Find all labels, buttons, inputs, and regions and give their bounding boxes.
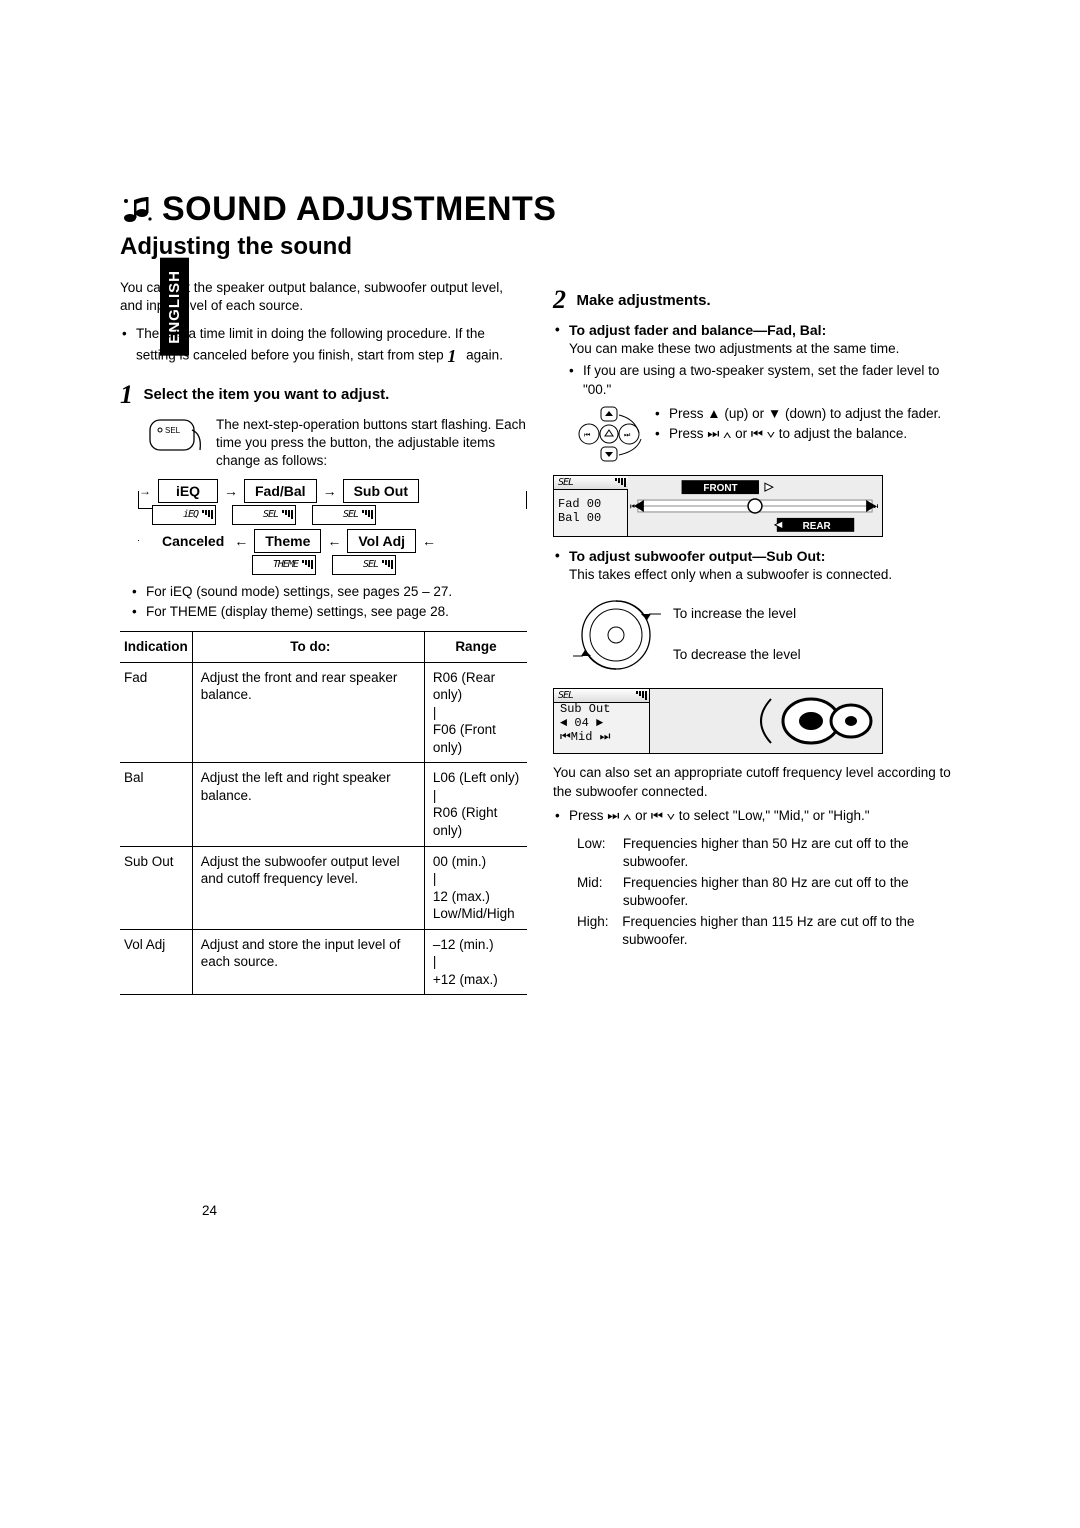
display-fadbal: SEL Fad 00 Bal 00 FRONT REAR (553, 475, 883, 537)
display-fadbal-strip: SEL (554, 476, 628, 490)
th-indication: Indication (120, 632, 192, 663)
step-2-number: 2 (553, 285, 566, 315)
disp2-line2: ◄ 04 ► (560, 717, 645, 731)
note-ieq: For iEQ (sound mode) settings, see pages… (146, 583, 527, 601)
cell-todo: Adjust the left and right speaker balanc… (192, 763, 424, 846)
cutoff-select: Press ⏭ ∧ or ⏮ ∨ to select "Low," "Mid,"… (569, 807, 960, 825)
cell-range: 00 (min.) | 12 (max.) Low/Mid/High (424, 846, 527, 929)
flow-fadbal: Fad/Bal (244, 479, 317, 503)
cell-range: L06 (Left only) | R06 (Right only) (424, 763, 527, 846)
page-number: 24 (202, 1203, 217, 1218)
dpad-icon: ⏮ ⏭ (575, 405, 643, 467)
strip-ieq: iEQ (152, 505, 216, 525)
table-row: BalAdjust the left and right speaker bal… (120, 763, 527, 846)
time-limit-note: There is a time limit in doing the follo… (136, 325, 527, 368)
svg-text:⏭: ⏭ (624, 432, 631, 439)
svg-text:SEL: SEL (165, 426, 181, 435)
dpad-instructions: Press ▲ (up) or ▼ (down) to adjust the f… (655, 405, 941, 445)
step-1-title: Select the item you want to adjust. (143, 386, 389, 403)
sel-button-icon: SEL (148, 416, 206, 460)
svg-text:⏮: ⏮ (584, 432, 590, 439)
cell-indication: Vol Adj (120, 929, 192, 995)
time-limit-text-b: again. (462, 347, 503, 362)
svg-text:⏮: ⏮ (630, 501, 638, 511)
cell-todo: Adjust the subwoofer output level and cu… (192, 846, 424, 929)
cell-indication: Fad (120, 662, 192, 763)
cell-indication: Sub Out (120, 846, 192, 929)
step-1: 1 Select the item you want to adjust. (120, 380, 527, 410)
table-row: Vol AdjAdjust and store the input level … (120, 929, 527, 995)
left-column: You can set the speaker output balance, … (120, 273, 527, 995)
flow-ieq: iEQ (158, 479, 218, 503)
dial-icon (571, 590, 661, 680)
flow-diagram: → iEQ → Fad/Bal → Sub Out iEQ SEL SEL Ca… (138, 479, 527, 575)
cell-todo: Adjust the front and rear speaker balanc… (192, 662, 424, 763)
step-2-title: Make adjustments. (576, 292, 710, 309)
svg-text:FRONT: FRONT (703, 483, 737, 494)
fadbal-text: You can make these two adjustments at th… (569, 341, 899, 356)
freq-high: Frequencies higher than 115 Hz are cut o… (622, 913, 960, 948)
dpad-line-balance: Press ⏭ ∧ or ⏮ ∨ to adjust the balance. (655, 425, 941, 443)
step-1-number: 1 (120, 380, 133, 410)
display-subout: SEL Sub Out ◄ 04 ► ⏮Mid ⏭ (553, 688, 883, 754)
strip-theme: THEME (252, 555, 316, 575)
strip-sel-2: SEL (312, 505, 376, 525)
freq-low: Frequencies higher than 50 Hz are cut of… (623, 835, 960, 870)
table-row: FadAdjust the front and rear speaker bal… (120, 662, 527, 763)
fadbal-title: To adjust fader and balance—Fad, Bal: (569, 322, 826, 338)
note-theme: For THEME (display theme) settings, see … (146, 603, 527, 621)
svg-text:REAR: REAR (803, 521, 831, 532)
right-column: 2 Make adjustments. To adjust fader and … (553, 273, 960, 995)
disp2-line1: Sub Out (560, 703, 645, 717)
dial-increase: To increase the level (673, 605, 801, 624)
freq-low-label: Low: (577, 835, 617, 870)
dial-decrease: To decrease the level (673, 646, 801, 665)
dial-labels: To increase the level To decrease the le… (673, 605, 801, 665)
subheading: Adjusting the sound (120, 233, 960, 261)
flow-canceled: Canceled (158, 530, 228, 552)
flow-subout: Sub Out (343, 479, 419, 503)
subout-title: To adjust subwoofer output—Sub Out: (569, 548, 825, 564)
strip-sel-1: SEL (232, 505, 296, 525)
freq-high-label: High: (577, 913, 616, 948)
step-ref-1: 1 (447, 344, 456, 368)
dpad-line-fader: Press ▲ (up) or ▼ (down) to adjust the f… (655, 405, 941, 423)
freq-mid: Frequencies higher than 80 Hz are cut of… (623, 874, 960, 909)
section-title-text: SOUND ADJUSTMENTS (162, 190, 557, 229)
section-title: SOUND ADJUSTMENTS (120, 190, 960, 229)
fadbal-subnote: If you are using a two-speaker system, s… (583, 362, 960, 398)
table-row: Sub OutAdjust the subwoofer output level… (120, 846, 527, 929)
frequency-list: Low:Frequencies higher than 50 Hz are cu… (577, 835, 960, 948)
display-subout-strip: SEL (554, 689, 649, 703)
th-todo: To do: (192, 632, 424, 663)
step-1-desc: The next-step-operation buttons start fl… (216, 416, 527, 471)
step-2: 2 Make adjustments. (553, 285, 960, 315)
flow-theme: Theme (254, 529, 321, 553)
cell-range: R06 (Rear only) | F06 (Front only) (424, 662, 527, 763)
fadbal-heading: To adjust fader and balance—Fad, Bal: Yo… (569, 321, 960, 358)
cell-indication: Bal (120, 763, 192, 846)
subout-text: This takes effect only when a subwoofer … (569, 567, 892, 582)
cutoff-para: You can also set an appropriate cutoff f… (553, 764, 960, 800)
freq-mid-label: Mid: (577, 874, 617, 909)
flow-voladj: Vol Adj (347, 529, 416, 553)
disp1-line2: Bal 00 (558, 512, 623, 526)
svg-text:⏭: ⏭ (870, 501, 878, 511)
subout-heading: To adjust subwoofer output—Sub Out: This… (569, 547, 960, 584)
disp1-line1: Fad 00 (558, 498, 623, 512)
cell-range: –12 (min.) | +12 (max.) (424, 929, 527, 995)
cell-todo: Adjust and store the input level of each… (192, 929, 424, 995)
th-range: Range (424, 632, 527, 663)
time-limit-text-a: There is a time limit in doing the follo… (136, 326, 485, 362)
disp2-line3: ⏮Mid ⏭ (560, 731, 645, 745)
music-note-icon (120, 195, 154, 225)
indication-table: Indication To do: Range FadAdjust the fr… (120, 631, 527, 995)
strip-sel-3: SEL (332, 555, 396, 575)
